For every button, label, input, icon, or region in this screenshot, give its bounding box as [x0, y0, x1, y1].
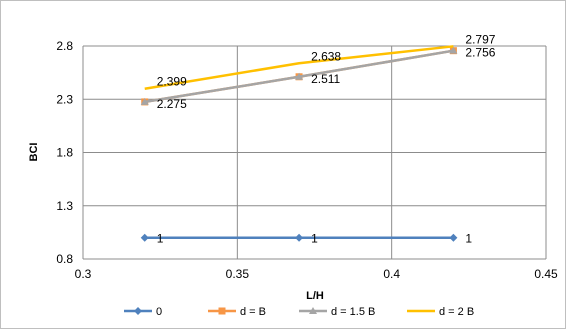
legend-item: d = B	[208, 306, 266, 318]
y-tick-labels: 0.8 1.3 1.8 2.3 2.8	[56, 39, 73, 266]
y-axis-title: BCI	[28, 143, 40, 162]
data-label: 2.275	[157, 97, 187, 111]
legend-label: d = 1.5 B	[331, 306, 375, 318]
line-chart: 0.8 1.3 1.8 2.3 2.8 0.3 0.35 0.4 0.45 1 1 1 2.275 2…	[28, 32, 558, 318]
x-tick-label: 0.35	[226, 267, 250, 281]
data-label: 2.638	[311, 49, 341, 63]
data-point	[295, 233, 304, 242]
x-axis-title: L/H	[306, 290, 324, 302]
legend-label: d = B	[240, 306, 266, 318]
data-label: 2.511	[311, 72, 340, 86]
legend-marker	[134, 307, 142, 315]
data-point	[295, 72, 304, 80]
legend-item: d = 1.5 B	[299, 306, 375, 318]
legend-marker	[309, 307, 317, 314]
x-tick-label: 0.3	[75, 267, 92, 281]
data-label: 2.399	[157, 75, 187, 89]
legend: 0 d = B d = 1.5 B d = 2 B	[124, 306, 474, 318]
y-tick-label: 1.8	[56, 146, 73, 160]
series-line-3	[144, 45, 454, 90]
x-tick-labels: 0.3 0.35 0.4 0.45	[75, 267, 558, 281]
series-lines	[140, 45, 458, 242]
data-point	[140, 233, 149, 242]
data-label: 2.797	[465, 32, 495, 46]
legend-label: 0	[156, 306, 162, 318]
x-tick-label: 0.4	[383, 267, 400, 281]
data-label: 2.756	[465, 46, 495, 60]
data-point	[449, 46, 458, 54]
legend-item: 0	[124, 306, 162, 318]
y-tick-label: 2.3	[56, 92, 73, 106]
legend-label: d = 2 B	[439, 306, 474, 318]
x-tick-label: 0.45	[534, 267, 558, 281]
legend-marker	[218, 307, 226, 315]
y-tick-label: 2.8	[56, 39, 73, 53]
data-label: 1	[157, 232, 164, 246]
data-label: 1	[311, 232, 318, 246]
y-tick-label: 1.3	[56, 199, 73, 213]
data-labels: 1 1 1 2.275 2.511 2.756 2.399 2.638 2.797	[157, 32, 496, 245]
data-label: 1	[465, 232, 472, 246]
data-point	[140, 97, 149, 105]
legend-item: d = 2 B	[407, 306, 474, 318]
y-tick-label: 0.8	[56, 252, 73, 266]
data-point	[449, 233, 458, 242]
